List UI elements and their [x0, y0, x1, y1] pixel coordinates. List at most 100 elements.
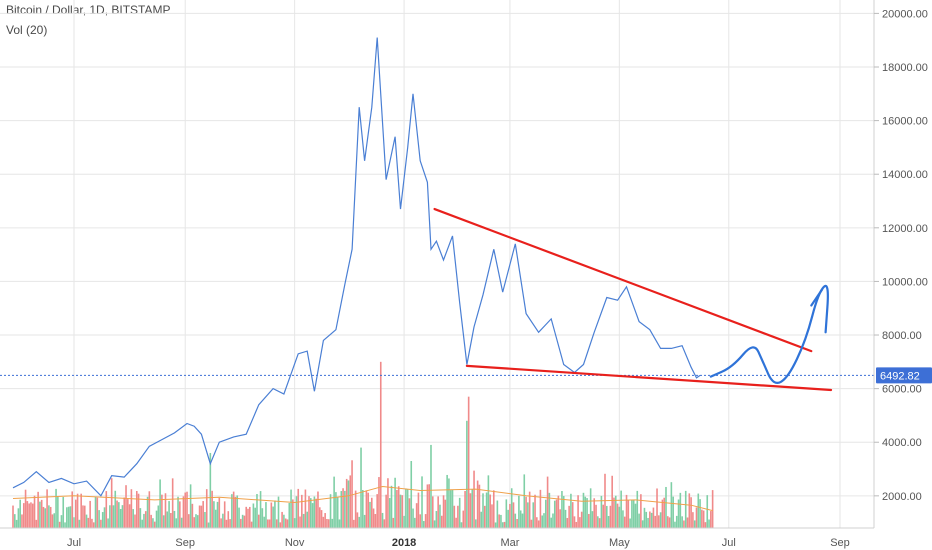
volume-bar: [28, 503, 30, 528]
volume-bar: [609, 505, 612, 528]
volume-bar: [693, 520, 696, 528]
volume-bar: [492, 490, 495, 528]
volume-bar: [561, 491, 563, 528]
volume-bar: [462, 510, 465, 528]
volume-bar: [238, 507, 240, 528]
volume-bar: [435, 511, 438, 528]
volume-bar: [566, 517, 569, 528]
volume-bar: [297, 488, 300, 528]
volume-bar: [354, 490, 357, 528]
volume-bar: [284, 518, 287, 528]
volume-bar: [573, 516, 576, 528]
volume-bar: [166, 511, 169, 528]
volume-bar: [189, 484, 192, 528]
volume-bar: [118, 502, 120, 528]
volume-bar: [85, 514, 88, 528]
volume-bar: [240, 518, 242, 528]
volume-bar: [195, 514, 197, 528]
volume-bar: [577, 495, 579, 528]
volume-bar: [322, 516, 325, 528]
volume-bar: [512, 502, 515, 528]
volume-bar: [205, 489, 208, 528]
volume-bar: [39, 501, 41, 528]
volume-bar: [602, 504, 605, 528]
volume-bar: [559, 509, 561, 528]
volume-bar: [539, 489, 542, 528]
x-tick-label: Nov: [285, 537, 305, 549]
volume-bar: [659, 512, 662, 528]
volume-bar: [575, 521, 578, 528]
volume-bar: [654, 515, 657, 528]
volume-bar: [457, 505, 459, 528]
volume-bar: [647, 517, 649, 528]
volume-bar: [130, 489, 133, 528]
volume-bar: [286, 519, 289, 528]
volume-bar: [697, 493, 700, 528]
volume-bar: [656, 488, 658, 528]
volume-bar: [677, 499, 680, 528]
volume-bar: [313, 496, 316, 528]
volume-bar: [372, 508, 375, 528]
price-axis[interactable]: 2000.00 4000.00 6000.00 8000.00 10000.00 1200…: [874, 8, 928, 503]
volume-bar: [318, 507, 321, 528]
volume-bar: [448, 478, 450, 528]
volume-bar: [541, 515, 544, 528]
volume-bar: [128, 504, 131, 528]
y-tick-label: 18000.00: [882, 62, 928, 74]
volume-bar: [62, 496, 65, 528]
time-axis[interactable]: Jul Sep Nov 2018 Mar May Jul Sep: [67, 537, 850, 549]
volume-bar: [579, 517, 581, 528]
volume-bar: [220, 518, 222, 528]
volume-bar: [119, 509, 122, 528]
trendline-1: [465, 364, 833, 392]
volume-bar: [17, 508, 20, 528]
volume-bar: [503, 521, 506, 528]
volume-bar: [699, 499, 701, 528]
volume-bar: [58, 521, 61, 528]
volume-bar: [188, 514, 190, 528]
volume-bar: [232, 491, 235, 528]
current-price-tag-label: 6492.82: [880, 370, 920, 382]
volume-bar: [509, 503, 511, 528]
volume-bar: [60, 515, 63, 528]
volume-bar: [308, 496, 310, 528]
volume-bar: [616, 503, 619, 528]
volume-bar: [449, 490, 452, 528]
volume-bar: [320, 510, 323, 528]
volume-bar: [613, 497, 615, 528]
volume-bar: [388, 498, 391, 528]
volume-bar: [66, 507, 68, 528]
volume-bar: [595, 504, 597, 528]
volume-bar: [125, 485, 127, 528]
volume-bar: [207, 522, 210, 528]
volume-bar: [437, 496, 439, 528]
volume-bar: [650, 512, 653, 528]
volume-bar: [281, 511, 283, 528]
volume-bar: [293, 518, 296, 528]
volume-bar: [101, 512, 104, 528]
volume-bar: [279, 522, 282, 528]
volume-bar: [514, 513, 517, 528]
volume-bar: [196, 515, 199, 528]
volume-bar: [342, 488, 344, 528]
volume-bar: [383, 519, 386, 528]
volume-bar: [557, 495, 560, 528]
volume-bar: [543, 513, 545, 528]
volume-bar: [430, 444, 432, 528]
volume-bar: [155, 510, 158, 528]
volume-bar: [170, 513, 172, 528]
volume-bar: [57, 496, 59, 528]
volume-bar: [358, 516, 361, 528]
volume-bar: [150, 514, 152, 528]
volume-bar: [302, 513, 305, 528]
volume-bar: [623, 516, 626, 528]
volume-bar: [586, 498, 588, 528]
volume-bar: [22, 503, 25, 528]
volume-bar: [679, 492, 682, 528]
volume-bar: [30, 502, 32, 528]
volume-bar: [179, 501, 181, 528]
volume-bar: [261, 508, 264, 528]
volume-bar: [231, 494, 233, 528]
volume-bar: [247, 508, 249, 528]
